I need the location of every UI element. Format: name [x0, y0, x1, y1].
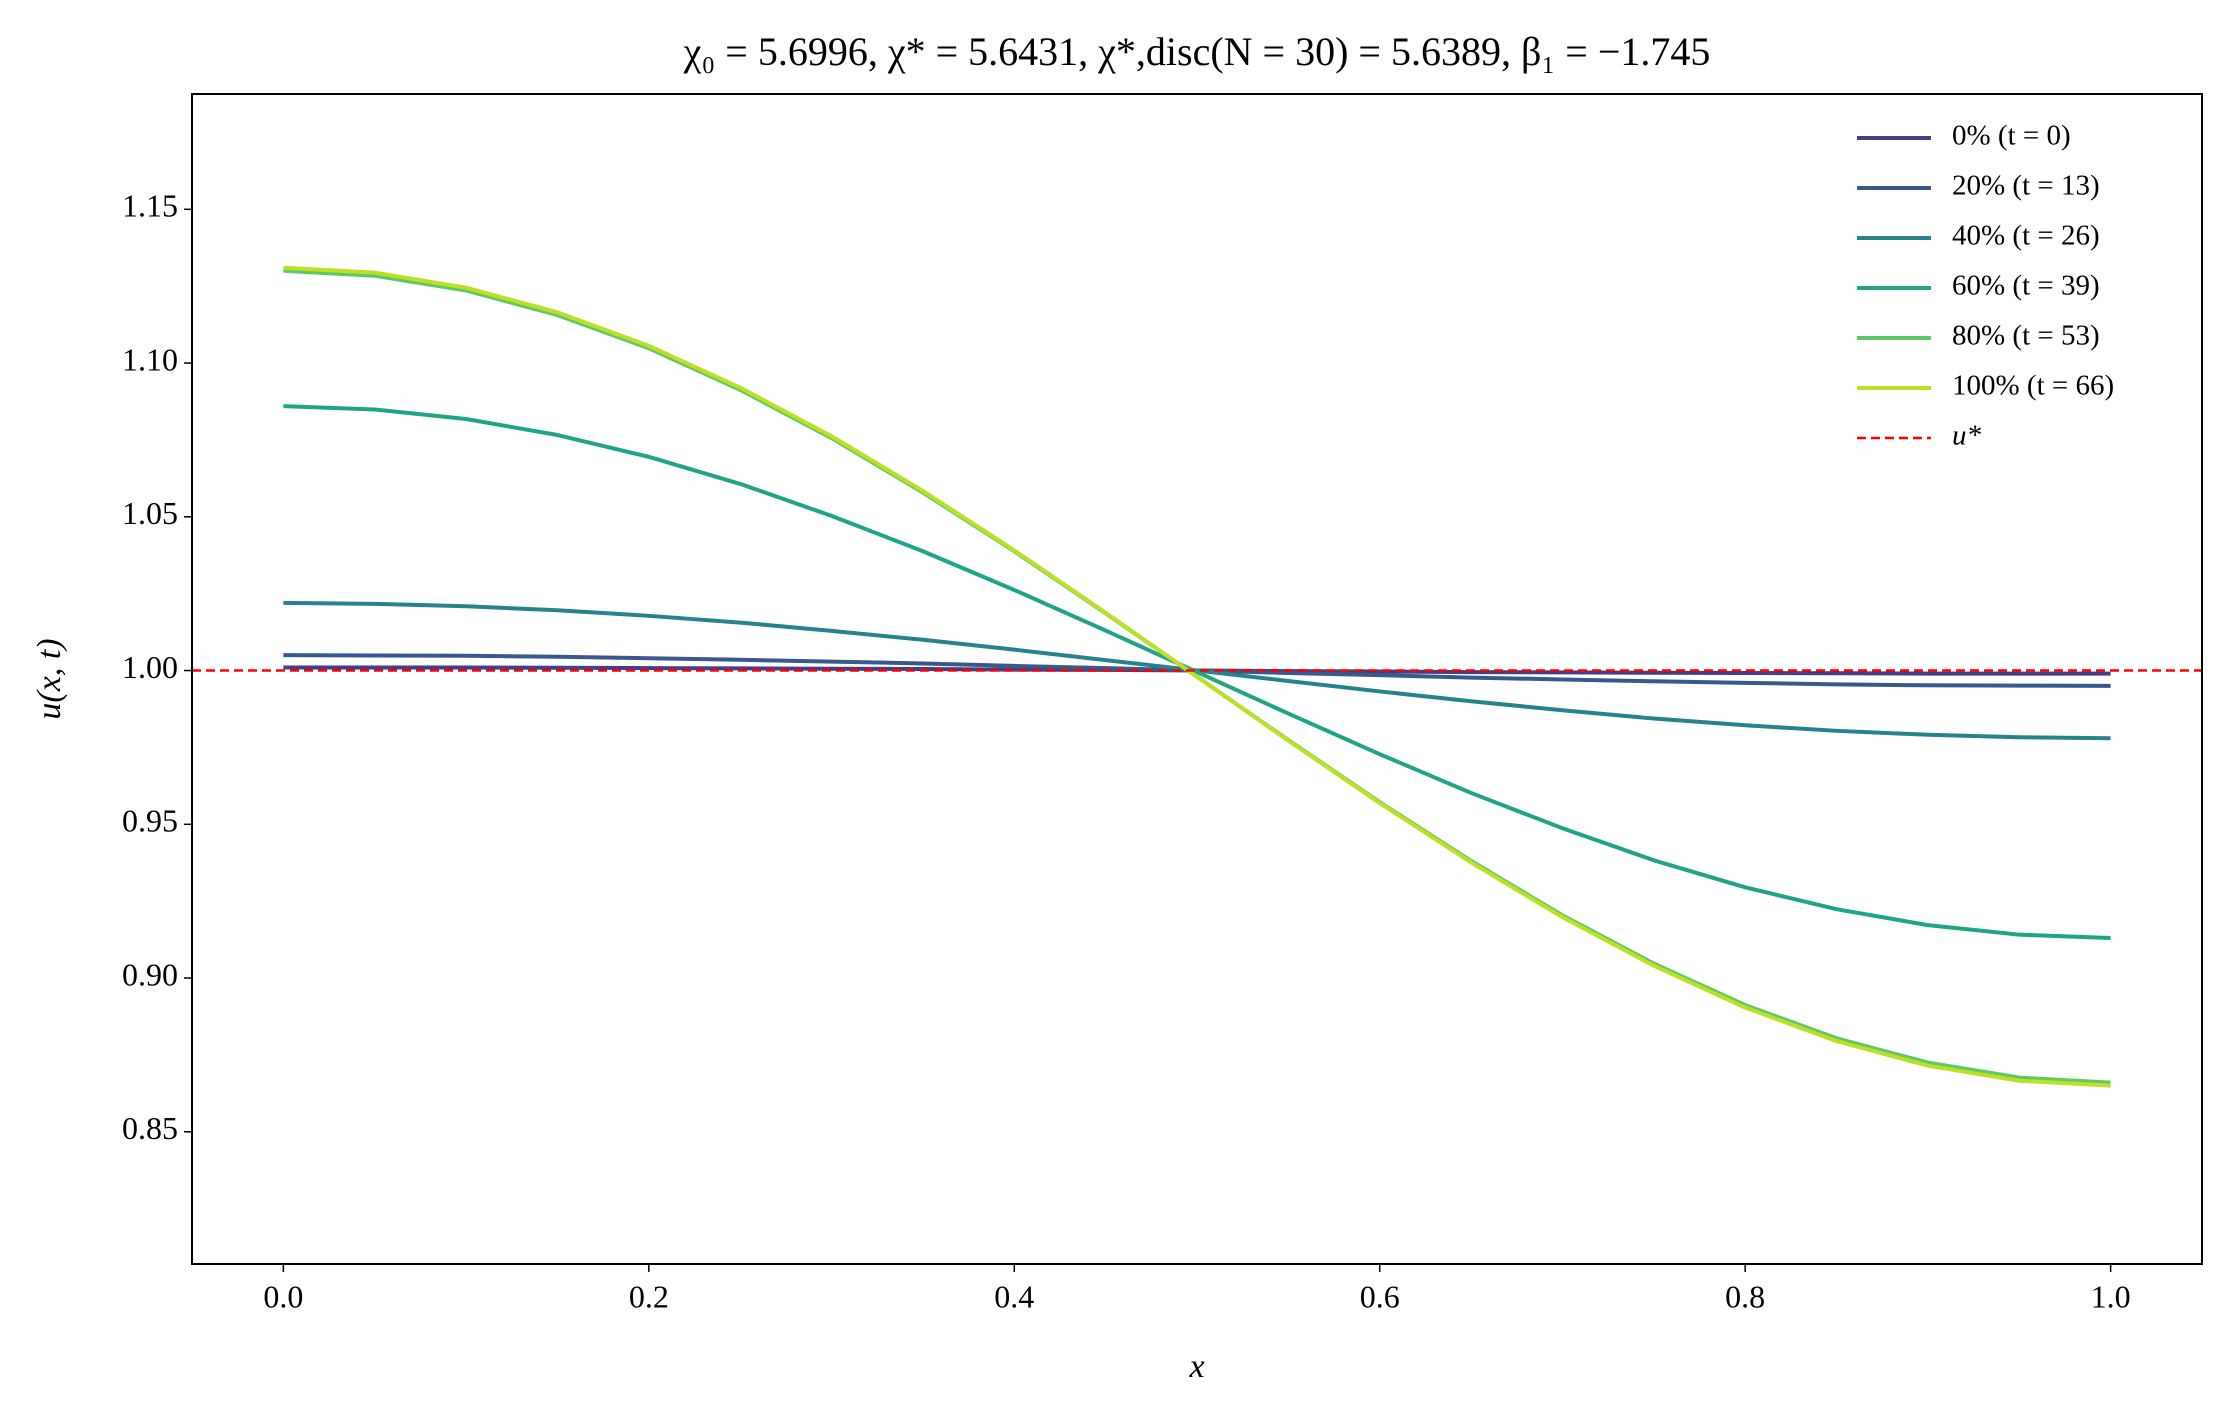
y-tick-label: 1.05	[122, 495, 178, 531]
plot-frame	[191, 93, 2203, 1265]
y-tick-label: 0.95	[122, 803, 178, 839]
x-tick-label: 1.0	[2091, 1278, 2131, 1314]
y-tick-label: 1.00	[122, 649, 178, 685]
legend-label: u*	[1952, 420, 1982, 452]
y-axis-label: u(x, t)	[31, 638, 68, 719]
x-axis-label: x	[1188, 1348, 1204, 1385]
y-tick-label: 0.90	[122, 956, 178, 992]
y-tick-label: 1.10	[122, 341, 178, 377]
x-tick-label: 0.0	[263, 1278, 303, 1314]
y-tick-label: 1.15	[122, 188, 178, 224]
y-tick-label: 0.85	[122, 1110, 178, 1146]
legend-label: 100% (t = 66)	[1952, 370, 2114, 402]
x-tick-label: 0.2	[629, 1278, 669, 1314]
legend-label: 40% (t = 26)	[1952, 220, 2100, 252]
x-tick-label: 0.8	[1725, 1278, 1765, 1314]
x-tick-label: 0.4	[994, 1278, 1034, 1314]
chart-title: χ₀ = 5.6996, χ* = 5.6431, χ*,disc(N = 30…	[683, 29, 1711, 74]
x-tick-label: 0.6	[1360, 1278, 1400, 1314]
series-line	[283, 265, 2111, 1088]
legend-label: 60% (t = 39)	[1952, 270, 2100, 302]
legend-label: 0% (t = 0)	[1952, 120, 2071, 152]
legend-label: 20% (t = 13)	[1952, 170, 2100, 202]
series-line	[283, 404, 2111, 941]
legend-label: 80% (t = 53)	[1952, 320, 2100, 352]
